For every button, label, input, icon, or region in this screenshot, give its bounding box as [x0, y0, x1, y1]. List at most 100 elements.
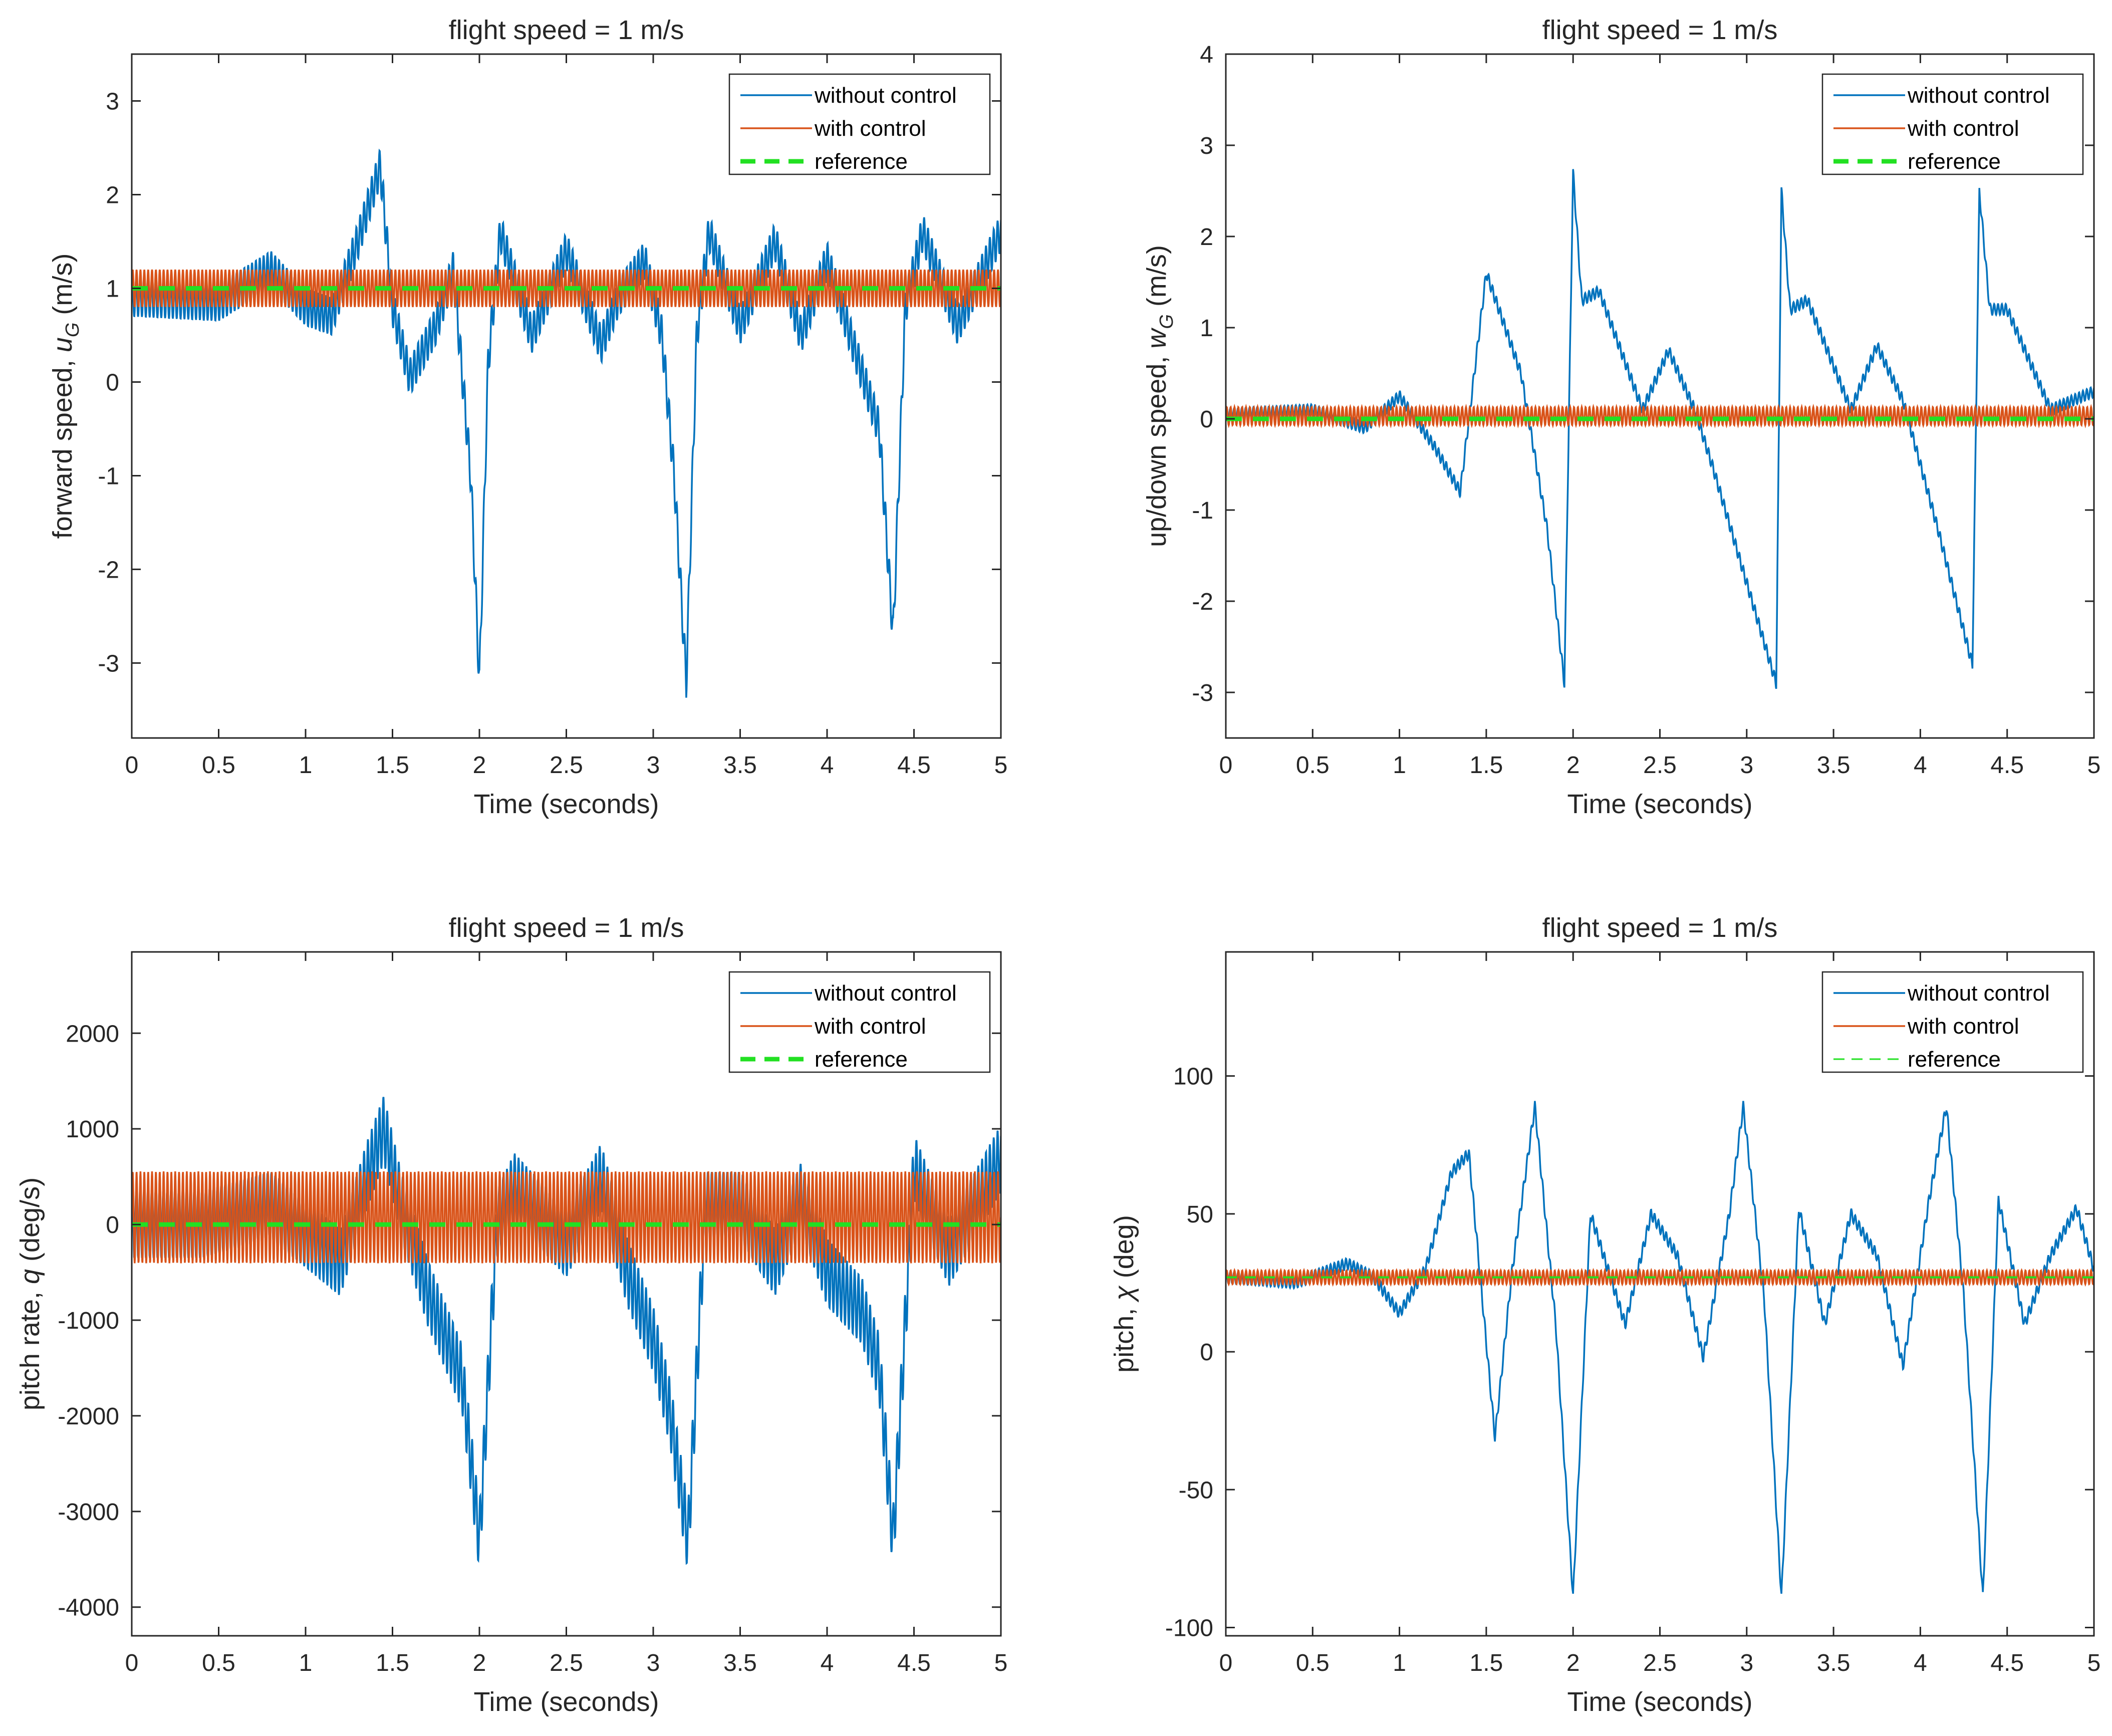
x-tick-label: 0.5: [1296, 752, 1330, 779]
y-tick-label: -2: [1192, 589, 1213, 615]
x-tick-label: 4: [821, 752, 834, 779]
x-tick-label: 2: [1566, 1650, 1580, 1676]
x-tick-label: 3: [647, 752, 660, 779]
y-tick-label: -3: [98, 650, 119, 677]
series-group: [1226, 169, 2094, 689]
series-group: [132, 148, 1001, 698]
y-axis-label-text: up/down speed,: [1142, 349, 1172, 547]
legend-label: with control: [1907, 116, 2019, 141]
x-tick-label: 3: [1740, 1650, 1753, 1676]
x-tick-label: 5: [994, 752, 1008, 779]
x-tick-label: 3.5: [1817, 752, 1851, 779]
x-tick-label: 1.5: [376, 1650, 409, 1676]
y-axis-label-unit: (m/s): [48, 254, 78, 323]
x-tick-label: 0: [1219, 1650, 1233, 1676]
legend-label: without control: [814, 981, 957, 1006]
y-axis-label-subscript: G: [1156, 314, 1177, 329]
y-tick-label: 3: [106, 88, 119, 115]
series-line-with-control: [132, 1171, 1001, 1264]
y-tick-label: 2: [106, 182, 119, 208]
chart-title: flight speed = 1 m/s: [449, 15, 684, 45]
x-tick-label: 5: [2087, 752, 2101, 779]
x-tick-label: 0: [125, 1650, 139, 1676]
series-line-with-control: [1226, 403, 2094, 428]
y-tick-label: 50: [1187, 1201, 1213, 1228]
y-tick-label: 0: [106, 369, 119, 396]
x-tick-label: 5: [2087, 1650, 2101, 1676]
x-tick-label: 5: [994, 1650, 1008, 1676]
y-tick-label: 4: [1200, 42, 1213, 68]
chart-3: 0 0.5 1 1.5 2 2.5 3 3.5 4 4.5 5 2000 1000 0 -1000 -2000…: [15, 913, 1007, 1717]
x-tick-label: 1: [1393, 752, 1406, 779]
chart-title: flight speed = 1 m/s: [1542, 913, 1778, 943]
chart-1: 0 0.5 1 1.5 2 2.5 3 3.5 4 4.5 5 3 2 1 0 -1 -2 -3 flight sp…: [48, 15, 1007, 819]
legend: without control with control reference: [728, 73, 991, 175]
x-tick-label: 3.5: [723, 1650, 757, 1676]
x-tick-label: 0.5: [202, 752, 235, 779]
y-tick-label: -1: [1192, 498, 1213, 524]
y-tick-label: -1000: [58, 1308, 119, 1334]
y-axis-label-symbol: w: [1142, 328, 1172, 349]
x-tick-label: 2.5: [550, 1650, 583, 1676]
x-tick-label: 0.5: [1296, 1650, 1330, 1676]
legend-label: with control: [814, 116, 926, 141]
y-tick-label: 0: [106, 1212, 119, 1238]
x-tick-label: 3: [1740, 752, 1753, 779]
y-axis-label: pitch, χ (deg): [1109, 1215, 1139, 1373]
x-tick-label: 4.5: [897, 1650, 931, 1676]
y-tick-label: 0: [1200, 1339, 1213, 1366]
x-axis-label: Time (seconds): [473, 789, 659, 819]
y-tick-label: -50: [1179, 1477, 1213, 1504]
x-tick-label: 4: [1914, 752, 1927, 779]
legend-box: [728, 971, 991, 1073]
y-axis-label-symbol: χ: [1109, 1285, 1139, 1303]
x-tick-label: 2.5: [1643, 752, 1677, 779]
y-tick-label: -4000: [58, 1595, 119, 1621]
series-line-without-control: [1226, 169, 2094, 689]
legend-label: without control: [1907, 981, 2050, 1006]
x-tick-label: 1: [1393, 1650, 1406, 1676]
legend-label: reference: [815, 1047, 908, 1072]
x-axis-label: Time (seconds): [1567, 789, 1752, 819]
legend-label: reference: [1908, 1047, 2001, 1072]
x-tick-label: 2: [1566, 752, 1580, 779]
x-tick-label: 4.5: [1990, 1650, 2024, 1676]
legend: without control with control reference: [1821, 73, 2084, 175]
x-tick-label: 4: [1914, 1650, 1927, 1676]
y-tick-label: 1000: [66, 1116, 119, 1143]
x-tick-label: 4.5: [1990, 752, 2024, 779]
legend-label: without control: [814, 83, 957, 108]
x-tick-label: 0: [1219, 752, 1233, 779]
series-group: [1226, 1101, 2094, 1594]
y-tick-label: -100: [1165, 1615, 1213, 1641]
legend-label: with control: [814, 1014, 926, 1039]
x-tick-label: 0: [125, 752, 139, 779]
x-tick-label: 1: [299, 752, 313, 779]
y-axis-label: up/down speed, wG (m/s): [1142, 245, 1177, 547]
x-tick-label: 2: [473, 752, 486, 779]
y-axis-label-text: forward speed,: [48, 352, 78, 539]
x-axis-label: Time (seconds): [473, 1687, 659, 1717]
y-axis-label-unit: (deg/s): [15, 1177, 45, 1269]
x-tick-label: 4.5: [897, 752, 931, 779]
chart-title: flight speed = 1 m/s: [1542, 15, 1778, 45]
y-tick-label: -3000: [58, 1499, 119, 1526]
x-tick-label: 2.5: [1643, 1650, 1677, 1676]
legend-label: reference: [815, 149, 908, 174]
y-tick-label: -2000: [58, 1403, 119, 1430]
y-tick-label: -1: [98, 463, 119, 489]
legend-label: without control: [1907, 83, 2050, 108]
x-tick-label: 3: [647, 1650, 660, 1676]
legend-label: with control: [1907, 1014, 2019, 1039]
legend-box: [728, 73, 991, 175]
y-tick-label: 2: [1200, 224, 1213, 251]
x-axis-label: Time (seconds): [1567, 1687, 1752, 1717]
x-tick-label: 4: [821, 1650, 834, 1676]
chart-4: 0 0.5 1 1.5 2 2.5 3 3.5 4 4.5 5 100 50 0 -50 -100 flight…: [1109, 913, 2100, 1717]
legend-box: [1821, 73, 2084, 175]
y-tick-label: 1: [106, 276, 119, 302]
x-tick-label: 2.5: [550, 752, 583, 779]
x-tick-label: 3.5: [1817, 1650, 1851, 1676]
y-axis-label-symbol: q: [15, 1269, 45, 1284]
